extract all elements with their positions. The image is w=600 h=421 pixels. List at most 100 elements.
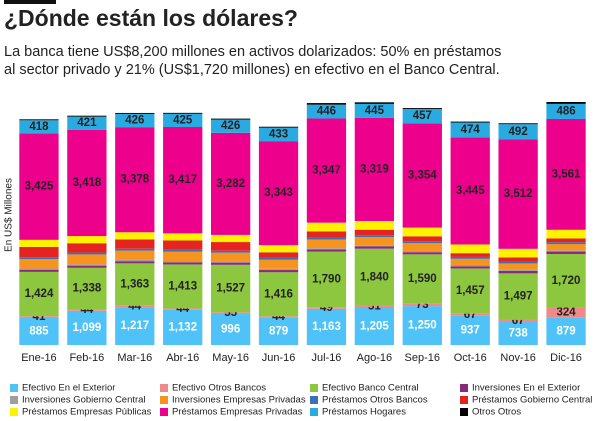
bar-segment bbox=[498, 124, 538, 140]
x-tick-label: Abr-16 bbox=[166, 352, 199, 364]
bar-segment bbox=[19, 316, 59, 318]
legend-swatch bbox=[310, 384, 318, 392]
bar-segment bbox=[258, 141, 299, 246]
bar-segment bbox=[258, 272, 299, 317]
data-label: 1,363 bbox=[120, 279, 149, 291]
bar-segment bbox=[67, 254, 107, 265]
legend-label: Otros Otros bbox=[472, 407, 521, 418]
legend-swatch bbox=[460, 396, 468, 404]
bar-segment bbox=[354, 102, 395, 104]
bar-segment bbox=[498, 270, 538, 274]
subtitle: La banca tiene US$8,200 millones en acti… bbox=[4, 44, 501, 60]
bar-segment bbox=[210, 312, 251, 315]
bar-segment bbox=[210, 242, 251, 251]
bar-segment bbox=[402, 250, 442, 253]
bar-segment bbox=[354, 229, 395, 236]
bar-segment bbox=[258, 245, 299, 253]
bar-segment bbox=[258, 316, 299, 318]
title-accent bbox=[4, 0, 56, 4]
data-label: 738 bbox=[509, 328, 529, 340]
data-label: 1,132 bbox=[168, 321, 197, 333]
bar-segment bbox=[163, 262, 203, 265]
subtitle: al sector privado y 21% (US$1,720 millon… bbox=[4, 62, 500, 78]
bar-segment bbox=[498, 139, 538, 249]
bar-segment bbox=[258, 259, 299, 269]
data-label: 433 bbox=[269, 128, 288, 140]
bar-segment bbox=[210, 314, 251, 345]
bar-segment bbox=[115, 307, 155, 345]
data-label: 3,445 bbox=[456, 185, 485, 197]
bar-segment bbox=[450, 315, 490, 345]
data-label: 425 bbox=[173, 114, 193, 126]
chart-title: ¿Dónde están los dólares? bbox=[4, 5, 298, 31]
bar-segment bbox=[450, 137, 490, 245]
legend-label: Inversiones En el Exterior bbox=[472, 383, 580, 394]
bar-segment bbox=[115, 261, 155, 264]
bar-segment bbox=[402, 109, 442, 124]
bar-segment bbox=[210, 119, 251, 133]
bar-segment bbox=[450, 256, 490, 259]
legend-swatch bbox=[160, 408, 168, 416]
bar-segment bbox=[19, 239, 59, 247]
legend-swatch bbox=[160, 396, 168, 404]
legend-swatch bbox=[310, 408, 318, 416]
bar-segment bbox=[402, 243, 442, 251]
data-label: 1,217 bbox=[120, 320, 149, 332]
bar-segment bbox=[115, 127, 155, 233]
data-label: 879 bbox=[269, 325, 288, 337]
bar-segment bbox=[546, 242, 586, 245]
data-label: 474 bbox=[461, 124, 481, 136]
legend-label: Préstamos Otros Bancos bbox=[322, 395, 428, 406]
data-label: 1,590 bbox=[408, 273, 437, 285]
bar-segment bbox=[306, 118, 347, 223]
legend-swatch bbox=[310, 396, 318, 404]
bar-segment bbox=[354, 237, 395, 246]
data-label: 3,512 bbox=[504, 188, 533, 200]
bar-segment bbox=[67, 116, 107, 130]
legend-swatch bbox=[10, 384, 18, 392]
bar-segment bbox=[546, 238, 586, 243]
bar-segment bbox=[354, 117, 395, 221]
bar-segment bbox=[19, 259, 59, 269]
bar-segment bbox=[546, 229, 586, 239]
bar-segment bbox=[450, 253, 490, 257]
bar-segment bbox=[354, 248, 395, 306]
bar-segment bbox=[210, 262, 251, 265]
legend-swatch bbox=[10, 408, 18, 416]
legend-label: Inversiones Gobierno Central bbox=[22, 395, 146, 406]
data-label: 421 bbox=[77, 117, 97, 129]
bar-segment bbox=[163, 261, 203, 263]
bar-segment bbox=[306, 104, 347, 119]
bar-segment bbox=[19, 246, 59, 258]
data-label: 492 bbox=[509, 126, 528, 138]
bar-segment bbox=[115, 112, 155, 114]
bar-segment bbox=[163, 249, 203, 252]
legend-swatch bbox=[160, 384, 168, 392]
data-label: 3,561 bbox=[552, 168, 581, 180]
bar-segment bbox=[163, 127, 203, 234]
data-label: 1,457 bbox=[456, 285, 485, 297]
data-label: 1,163 bbox=[312, 321, 341, 333]
data-label: 3,418 bbox=[72, 177, 101, 189]
bar-segment bbox=[115, 232, 155, 240]
data-label: 324 bbox=[556, 307, 576, 319]
data-label: 446 bbox=[317, 106, 336, 118]
bar-segment bbox=[19, 120, 59, 134]
bar-segment bbox=[546, 118, 586, 230]
bar-segment bbox=[115, 259, 155, 262]
bar-segment bbox=[19, 269, 59, 272]
bar-segment bbox=[67, 252, 107, 255]
bar-segment bbox=[498, 123, 538, 125]
data-label: 1,424 bbox=[25, 288, 54, 300]
data-label: 1,720 bbox=[552, 275, 581, 287]
bar-segment bbox=[163, 233, 203, 241]
bar-segment bbox=[546, 254, 586, 308]
legend-swatch bbox=[460, 384, 468, 392]
bar-segment bbox=[19, 257, 59, 260]
bar-segment bbox=[306, 249, 347, 252]
bar-segment bbox=[306, 222, 347, 232]
bar-segment bbox=[210, 234, 251, 243]
bar-segment bbox=[546, 307, 586, 318]
bar-segment bbox=[163, 308, 203, 310]
